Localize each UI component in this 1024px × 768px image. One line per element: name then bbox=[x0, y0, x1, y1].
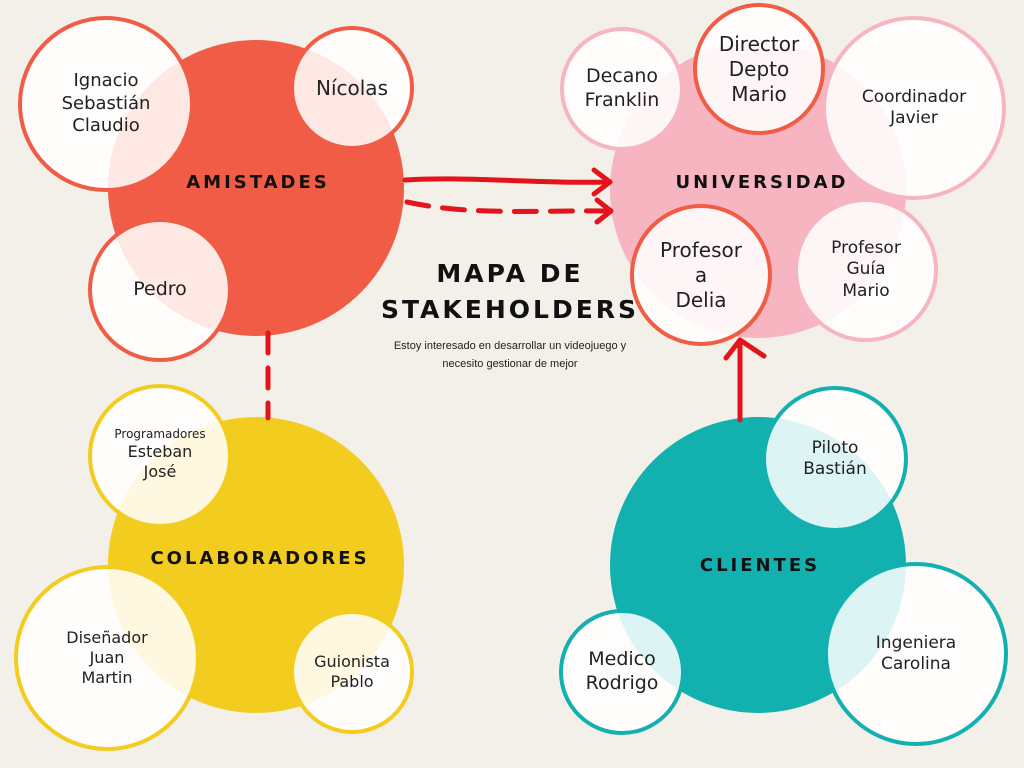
universidad-label: UNIVERSIDAD bbox=[675, 172, 849, 193]
stakeholder-ingeniera-carolina: Ingeniera Carolina bbox=[824, 562, 1008, 746]
clientes-label: CLIENTES bbox=[699, 555, 821, 576]
stakeholder-piloto-bastian: Piloto Bastián bbox=[762, 386, 908, 532]
stakeholder-nicolas: Nícolas bbox=[290, 26, 414, 150]
stakeholder-medico-rodrigo: Medico Rodrigo bbox=[559, 609, 685, 735]
stakeholder-name: Director Depto Mario bbox=[718, 31, 800, 106]
colaboradores-label: COLABORADORES bbox=[150, 548, 370, 569]
stakeholder-name: Esteban José bbox=[127, 441, 193, 481]
stakeholder-name: Guionista Pablo bbox=[314, 652, 390, 691]
stakeholder-name: Nícolas bbox=[316, 75, 388, 100]
stakeholder-decano-franklin: Decano Franklin bbox=[560, 27, 684, 151]
stakeholder-name: Coordinador Javier bbox=[861, 86, 967, 128]
stakeholder-name: Piloto Bastián bbox=[803, 437, 867, 479]
stakeholder-name: Decano Franklin bbox=[584, 65, 660, 111]
stakeholder-guionista-pablo: Guionista Pablo bbox=[290, 610, 414, 734]
page-title: MAPA DE STAKEHOLDERS bbox=[380, 259, 640, 324]
stakeholder-coordinador-javier: Coordinador Javier bbox=[822, 16, 1006, 200]
stakeholder-disenador-juan-martin: Diseñador Juan Martin bbox=[14, 565, 200, 751]
stakeholder-name: Medico Rodrigo bbox=[585, 648, 659, 694]
stakeholder-ignacio-sebastian-claudio: Ignacio Sebastián Claudio bbox=[18, 16, 194, 192]
amistades-to-universidad-dashed-arrowhead bbox=[594, 197, 614, 225]
stakeholder-programadores-esteban-jose: Programadores Esteban José bbox=[88, 384, 232, 528]
clientes-to-universidad-arrowhead bbox=[723, 337, 767, 361]
programadores-heading: Programadores bbox=[114, 426, 206, 441]
stakeholder-name: Diseñador Juan Martin bbox=[66, 628, 148, 687]
stakeholder-name: Ignacio Sebastián Claudio bbox=[61, 70, 151, 137]
stakeholder-name: Ingeniera Carolina bbox=[875, 632, 957, 674]
stakeholder-name: Pedro bbox=[133, 278, 187, 301]
stakeholder-name: Profesor a Delia bbox=[660, 237, 742, 312]
page-subtitle: Estoy interesado en desarrollar un video… bbox=[393, 340, 627, 370]
amistades-label: AMISTADES bbox=[186, 172, 330, 193]
amistades-to-universidad-solid-arrow bbox=[402, 176, 611, 185]
amistades-to-universidad-dashed-arrow bbox=[404, 199, 611, 214]
stakeholder-director-depto-mario: Director Depto Mario bbox=[693, 3, 825, 135]
amistades-to-universidad-solid-arrowhead bbox=[591, 167, 613, 197]
stakeholder-profesor-guia-mario: Profesor Guía Mario bbox=[794, 198, 938, 342]
stakeholder-profesor-a-delia: Profesor a Delia bbox=[630, 204, 772, 346]
stakeholder-name: Profesor Guía Mario bbox=[831, 238, 901, 301]
stakeholder-pedro: Pedro bbox=[88, 218, 232, 362]
